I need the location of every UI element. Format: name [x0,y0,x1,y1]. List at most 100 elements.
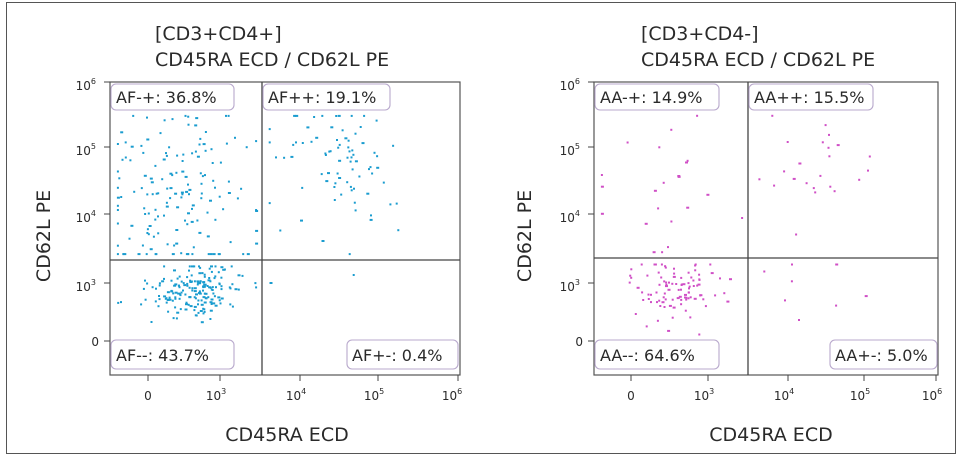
event-point [369,218,373,221]
event-point [152,235,155,238]
event-point [201,175,204,178]
plot-title-line1: [CD3+CD4+] [155,23,282,45]
event-point [723,292,726,295]
event-point [821,141,824,144]
event-point [245,146,248,149]
event-point [640,263,643,266]
event-point [173,269,176,272]
event-point [175,317,178,320]
event-point [187,253,190,256]
event-point [155,287,157,290]
event-point [178,284,180,287]
event-point [672,306,676,309]
event-point [370,214,372,217]
event-point [167,310,170,313]
event-point [191,253,194,256]
event-point [662,296,665,299]
event-point [371,172,374,175]
event-point [198,272,202,275]
event-point [315,136,319,139]
event-point [200,192,203,195]
event-point [706,193,710,196]
event-point [116,204,119,207]
event-point [211,162,214,164]
event-point [194,150,197,153]
event-point [212,253,216,256]
figure-frame [6,2,956,454]
event-point [197,281,201,284]
event-point [196,219,199,222]
event-point [237,288,240,291]
event-point [166,243,169,246]
quadrant-label-text: AA-+: 14.9% [600,88,702,107]
event-point [241,274,244,277]
event-point [655,291,658,294]
event-point [647,293,650,296]
x-tick-label: 106 [922,387,942,403]
event-point [175,242,179,245]
event-point [148,225,152,227]
event-point [828,155,831,158]
event-point [190,220,194,223]
event-point [229,241,232,244]
x-tick-label: 103 [206,387,226,403]
event-point [202,312,205,315]
event-point [199,137,202,140]
event-point [173,284,177,287]
event-point [688,285,691,288]
event-point [347,146,350,149]
event-point [214,265,217,268]
x-ticks: 0 103 104 105 106 [627,375,942,403]
event-point [214,275,217,278]
event-point [189,279,192,282]
event-point [176,277,179,280]
y-axis-title: CD62L PE [514,190,536,282]
plot-title-line2: CD45RA ECD / CD62L PE [641,49,875,71]
event-point [159,132,162,135]
event-point [199,310,203,312]
quadrant-label-top-left: AF-+: 36.8% [110,83,235,111]
event-point [798,162,802,165]
event-point [212,179,215,182]
event-point [812,187,815,190]
y-ticks: 106 105 104 103 0 [560,77,594,349]
event-point [680,298,683,301]
event-point [155,192,158,195]
event-point [634,313,637,315]
event-point [354,132,357,135]
event-point [201,272,204,275]
event-point [685,161,688,164]
event-point [662,181,665,184]
event-point [158,298,161,301]
event-point [174,291,178,294]
event-point [656,301,658,304]
event-point [741,217,744,219]
event-point [198,290,201,293]
event-point [217,253,220,256]
event-point [187,123,190,126]
event-point [149,248,153,251]
event-point [671,316,674,319]
event-point [174,306,177,309]
event-point [237,274,241,277]
event-point [338,177,342,179]
event-point [376,155,379,158]
y-tick-label: 104 [76,209,96,225]
event-point [193,287,197,290]
event-point [690,276,693,279]
event-point [644,222,648,225]
event-point [656,319,659,322]
event-point [163,119,166,122]
event-point [293,114,297,117]
y-axis-label: CD62L PE [514,190,536,282]
event-point [714,294,717,297]
event-point [188,296,192,299]
event-point [231,305,234,308]
event-point [140,187,143,190]
event-point [178,297,181,300]
event-point [186,284,189,287]
event-point [213,277,216,280]
event-point [346,181,349,184]
plot-cd4-negative: [CD3+CD4-] CD45RA ECD / CD62L PE CD62L P… [514,23,942,446]
